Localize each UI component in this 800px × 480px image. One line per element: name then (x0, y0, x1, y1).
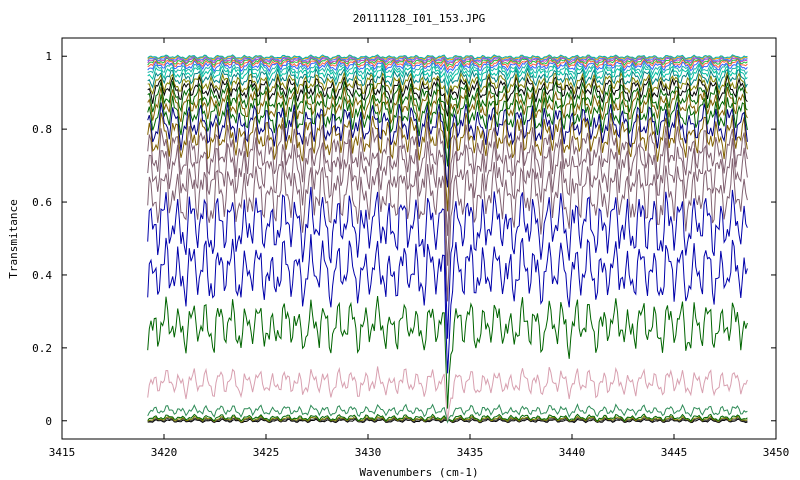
series-line (147, 56, 748, 68)
series-line (147, 92, 748, 167)
series-line (147, 121, 748, 236)
series-line (147, 61, 748, 80)
series-line (147, 295, 748, 409)
series-line (147, 366, 748, 421)
y-tick-label: 0.2 (32, 342, 52, 355)
x-axis-ticks: 3415 3420 3425 3430 3435 3440 3445 3450 (49, 38, 790, 459)
x-tick-label: 3435 (457, 446, 484, 459)
x-tick-label: 3430 (355, 446, 382, 459)
x-axis-label: Wavenumbers (cm-1) (359, 466, 478, 479)
series-line (147, 234, 748, 374)
series-line (147, 158, 748, 302)
series-line (147, 101, 748, 188)
series-line (147, 58, 748, 71)
series-line (147, 55, 748, 63)
x-tick-label: 3415 (49, 446, 76, 459)
series-line (147, 74, 748, 117)
y-tick-label: 0.6 (32, 196, 52, 209)
y-tick-label: 0.8 (32, 123, 52, 136)
y-tick-label: 1 (45, 50, 52, 63)
series-line (147, 80, 748, 132)
x-tick-label: 3420 (151, 446, 178, 459)
series-layer (147, 54, 748, 424)
series-line (147, 186, 748, 339)
x-tick-label: 3440 (559, 446, 586, 459)
series-line (147, 71, 748, 105)
series-line (147, 63, 748, 87)
series-line (147, 403, 748, 424)
y-tick-label: 0.4 (32, 269, 52, 282)
series-line (147, 66, 748, 96)
chart-title: 20111128_I01_153.JPG (353, 12, 485, 25)
x-tick-label: 3450 (763, 446, 790, 459)
x-tick-label: 3425 (253, 446, 280, 459)
x-tick-label: 3445 (661, 446, 688, 459)
y-axis-label: Transmitance (7, 199, 20, 278)
y-tick-label: 0 (45, 415, 52, 428)
series-line (147, 59, 748, 74)
y-axis-ticks: 0 0.2 0.4 0.6 0.8 1 (32, 50, 776, 428)
series-line (147, 137, 748, 266)
series-line (147, 54, 748, 60)
series-line (147, 86, 748, 149)
series-line (147, 109, 748, 212)
